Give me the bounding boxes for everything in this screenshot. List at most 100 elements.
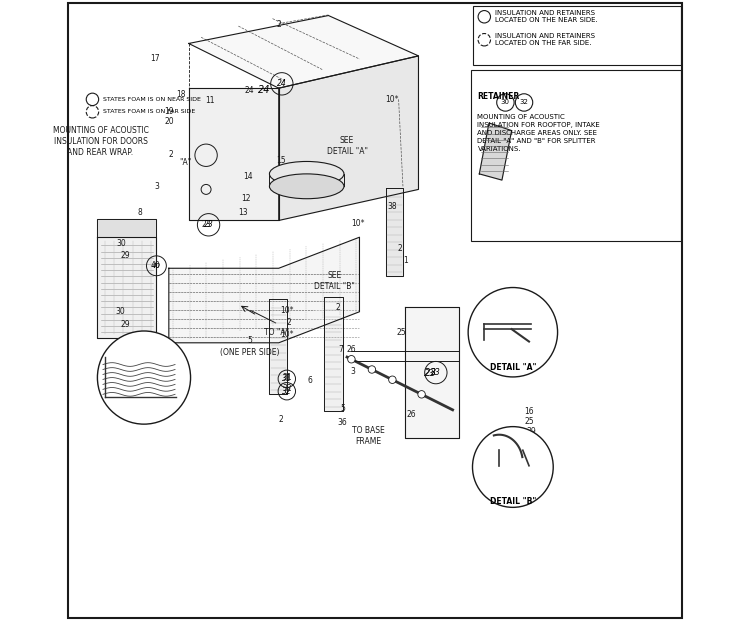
- Text: 3: 3: [351, 367, 355, 376]
- Text: 21: 21: [512, 315, 521, 324]
- Text: 12: 12: [241, 194, 250, 203]
- Text: 24: 24: [258, 85, 271, 95]
- Text: SEE
DETAIL "A": SEE DETAIL "A": [326, 136, 368, 156]
- Text: RETAINER: RETAINER: [478, 92, 520, 101]
- Ellipse shape: [269, 161, 344, 186]
- Polygon shape: [97, 237, 157, 338]
- Text: 2: 2: [276, 20, 281, 29]
- Text: TO "A": TO "A": [264, 328, 290, 337]
- Text: STATES FOAM IS ON NEAR SIDE: STATES FOAM IS ON NEAR SIDE: [103, 97, 201, 102]
- Text: 31: 31: [282, 374, 292, 383]
- Polygon shape: [405, 307, 459, 438]
- Polygon shape: [279, 56, 418, 220]
- Circle shape: [98, 331, 190, 424]
- FancyBboxPatch shape: [473, 6, 681, 65]
- Text: 25: 25: [524, 417, 534, 425]
- Text: 10*: 10*: [280, 330, 293, 338]
- Polygon shape: [386, 188, 403, 276]
- Text: 26: 26: [406, 410, 416, 419]
- Text: 2: 2: [278, 415, 283, 424]
- Text: 31: 31: [282, 373, 292, 382]
- Text: 24: 24: [244, 86, 254, 94]
- Text: 32: 32: [282, 387, 292, 396]
- Text: 39: 39: [526, 427, 536, 436]
- Text: DETAIL "A": DETAIL "A": [492, 361, 533, 369]
- Text: 30: 30: [116, 307, 125, 316]
- Text: STATES FOAM IS ON FAR SIDE: STATES FOAM IS ON FAR SIDE: [103, 109, 195, 114]
- Text: TO BASE
FRAME: TO BASE FRAME: [352, 426, 386, 446]
- Text: 38: 38: [388, 202, 398, 211]
- Text: 7: 7: [338, 345, 344, 353]
- Text: 23: 23: [204, 220, 214, 229]
- Text: MOUNTING OF ACOUSTIC
INSULATION FOR DOORS
AND REAR WRAP.: MOUNTING OF ACOUSTIC INSULATION FOR DOOR…: [53, 126, 148, 157]
- Text: 5: 5: [340, 404, 345, 413]
- Text: 30: 30: [117, 239, 127, 248]
- Text: 24: 24: [277, 79, 286, 88]
- Text: 15: 15: [276, 156, 286, 165]
- Polygon shape: [269, 299, 286, 394]
- Text: 29: 29: [121, 252, 130, 260]
- Text: 10*: 10*: [386, 95, 399, 104]
- Text: 18: 18: [176, 90, 186, 99]
- Text: 3: 3: [154, 182, 159, 191]
- Text: 14: 14: [243, 173, 253, 181]
- Text: 40: 40: [151, 261, 160, 270]
- Text: 36: 36: [122, 357, 131, 366]
- Text: DETAIL "B": DETAIL "B": [493, 494, 533, 502]
- Polygon shape: [189, 88, 279, 220]
- Text: 12: 12: [524, 326, 534, 335]
- Text: 19: 19: [164, 107, 174, 116]
- Circle shape: [388, 376, 396, 383]
- Text: 2: 2: [335, 303, 340, 312]
- Text: 23: 23: [201, 220, 211, 229]
- Text: 23: 23: [431, 368, 441, 377]
- Text: 2: 2: [169, 150, 174, 158]
- Text: DETAIL "B": DETAIL "B": [490, 497, 536, 506]
- Text: 10*: 10*: [280, 306, 293, 315]
- Text: 27: 27: [494, 338, 504, 347]
- Polygon shape: [169, 237, 359, 343]
- Text: 15: 15: [317, 182, 327, 191]
- Text: 26: 26: [346, 345, 356, 353]
- Text: 30: 30: [501, 99, 510, 106]
- Text: 22: 22: [477, 214, 487, 223]
- Text: 8: 8: [138, 208, 142, 217]
- Text: 29: 29: [121, 320, 130, 329]
- Text: 32: 32: [520, 99, 529, 106]
- Text: 35: 35: [148, 407, 158, 415]
- FancyBboxPatch shape: [471, 70, 681, 241]
- Text: 33 (ROOF TOP
ONLY): 33 (ROOF TOP ONLY): [472, 223, 526, 243]
- Text: INSULATION AND RETAINERS
LOCATED ON THE NEAR SIDE.: INSULATION AND RETAINERS LOCATED ON THE …: [495, 11, 598, 23]
- Text: 17: 17: [150, 55, 159, 63]
- Text: 23: 23: [424, 369, 434, 378]
- Text: 10*: 10*: [351, 219, 364, 228]
- Circle shape: [472, 427, 554, 507]
- Circle shape: [348, 355, 355, 363]
- Text: 5
(ONE PER SIDE): 5 (ONE PER SIDE): [220, 337, 279, 356]
- Text: 1: 1: [404, 256, 409, 265]
- Text: 13: 13: [238, 208, 248, 217]
- Text: INSULATION AND RETAINERS
LOCATED ON THE FAR SIDE.: INSULATION AND RETAINERS LOCATED ON THE …: [495, 34, 595, 46]
- Text: 23: 23: [424, 368, 437, 378]
- Text: 6: 6: [308, 376, 312, 384]
- Ellipse shape: [269, 174, 344, 199]
- Circle shape: [368, 366, 376, 373]
- Polygon shape: [189, 16, 418, 88]
- Text: 18: 18: [121, 396, 130, 405]
- Text: 25: 25: [396, 328, 406, 337]
- Text: 34: 34: [494, 460, 504, 469]
- Text: 9: 9: [118, 348, 123, 357]
- Polygon shape: [479, 123, 512, 180]
- Text: 32: 32: [282, 384, 292, 392]
- Text: 2: 2: [398, 244, 402, 253]
- Text: 21: 21: [508, 468, 518, 476]
- Text: DETAIL "A": DETAIL "A": [490, 363, 536, 372]
- Polygon shape: [324, 297, 343, 411]
- Text: 16: 16: [524, 407, 534, 415]
- Text: 13: 13: [518, 468, 527, 476]
- Text: 22: 22: [501, 477, 510, 486]
- Text: 37: 37: [131, 362, 141, 371]
- Text: 36: 36: [338, 418, 347, 427]
- Text: SEE
DETAIL "B": SEE DETAIL "B": [314, 271, 355, 291]
- Text: 20: 20: [164, 117, 174, 125]
